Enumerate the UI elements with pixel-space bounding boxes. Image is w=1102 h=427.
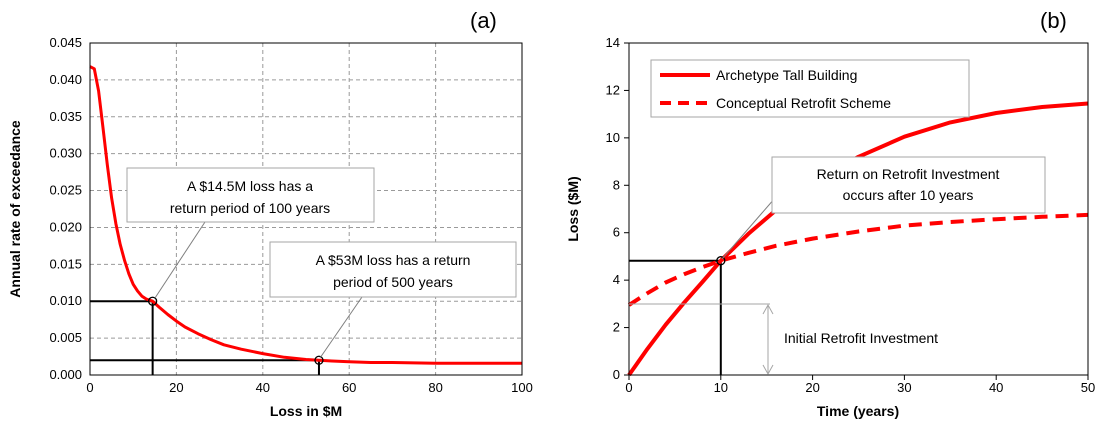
- y-tick-label: 8: [613, 177, 620, 192]
- annotation-pointer: [721, 197, 776, 260]
- x-axis-title: Time (years): [817, 403, 899, 419]
- panel-b: 0 10 20 30 40 50 0 2 4 6 8 10 12 14 Initial Retrofit …: [565, 8, 1095, 419]
- x-tick-label: 20: [805, 380, 819, 395]
- annotation-pointer: [319, 296, 363, 359]
- y-axis-title: Annual rate of exceedance: [7, 120, 23, 298]
- annotation-text: period of 500 years: [333, 274, 453, 290]
- annotation-box: [269, 241, 517, 298]
- plot-frame: [89, 42, 523, 376]
- annotation-pointer: [154, 221, 206, 299]
- y-tick-label: 0.045: [49, 35, 82, 50]
- x-tick-label: 60: [342, 380, 356, 395]
- tick-labels: 0 20 40 60 80 100 0.000 0.005 0.010 0.015 0.020 0.0…: [49, 35, 532, 395]
- legend-label: Archetype Tall Building: [716, 67, 857, 83]
- annotation-box: [771, 156, 1046, 214]
- x-tick-label: 50: [1081, 380, 1095, 395]
- series-line: [89, 65, 522, 365]
- series-line: [627, 212, 1089, 307]
- arrow-head-down: [762, 364, 774, 376]
- y-tick-label: 0: [613, 367, 620, 382]
- y-tick-label: 10: [606, 130, 620, 145]
- annotation-text: Initial Retrofit Investment: [784, 330, 938, 346]
- y-tick-label: 0.015: [49, 256, 82, 271]
- y-tick-label: 0.000: [49, 367, 82, 382]
- y-tick-label: 0.025: [49, 183, 82, 198]
- annotation-text: occurs after 10 years: [843, 187, 974, 203]
- annotation-text: return period of 100 years: [170, 200, 330, 216]
- arrow-head-up: [762, 303, 774, 315]
- y-tick-label: 14: [606, 35, 620, 50]
- y-tick-label: 6: [613, 225, 620, 240]
- x-axis-title: Loss in $M: [270, 403, 342, 419]
- data-point-marker: [716, 256, 726, 266]
- x-tick-label: 40: [989, 380, 1003, 395]
- y-tick-label: 0.020: [49, 219, 82, 234]
- y-tick-label: 12: [606, 82, 620, 97]
- y-tick-label: 0.035: [49, 109, 82, 124]
- x-tick-label: 0: [625, 380, 632, 395]
- x-tick-label: 100: [511, 380, 533, 395]
- data-point-marker: [147, 296, 158, 306]
- panel-label: (a): [470, 8, 497, 33]
- annotation-text: A $53M loss has a return: [316, 252, 471, 268]
- annotation-text: A $14.5M loss has a: [187, 178, 313, 194]
- y-tick-label: 0.005: [49, 330, 82, 345]
- annotation-box: [126, 167, 375, 223]
- y-tick-label: 0.030: [49, 146, 82, 161]
- x-tick-label: 10: [714, 380, 728, 395]
- panel-a: 0 20 40 60 80 100 0.000 0.005 0.010 0.015 0.020 0.0…: [7, 8, 533, 419]
- tick-labels: 0 10 20 30 40 50 0 2 4 6 8 10 12 14: [606, 35, 1096, 395]
- marker-group: [716, 256, 726, 266]
- legend-label: Conceptual Retrofit Scheme: [716, 95, 891, 111]
- legend-box: [650, 59, 970, 118]
- reference-lines: [629, 259, 722, 375]
- y-axis-title: Loss ($M): [565, 176, 581, 241]
- x-tick-label: 80: [428, 380, 442, 395]
- marker-group: [147, 296, 324, 365]
- annotation-text: Return on Retrofit Investment: [817, 166, 1000, 182]
- panel-label: (b): [1040, 8, 1067, 33]
- series-line-group: [89, 65, 522, 365]
- x-tick-label: 0: [86, 380, 93, 395]
- y-tick-label: 0.010: [49, 293, 82, 308]
- x-tick-label: 40: [256, 380, 270, 395]
- reference-lines: [90, 300, 320, 375]
- data-point-marker: [314, 355, 324, 365]
- x-tick-label: 30: [897, 380, 911, 395]
- y-tick-label: 2: [613, 320, 620, 335]
- y-tick-label: 4: [613, 272, 620, 287]
- plot-frame: [628, 42, 1089, 376]
- y-tick-label: 0.040: [49, 72, 82, 87]
- x-tick-label: 20: [169, 380, 183, 395]
